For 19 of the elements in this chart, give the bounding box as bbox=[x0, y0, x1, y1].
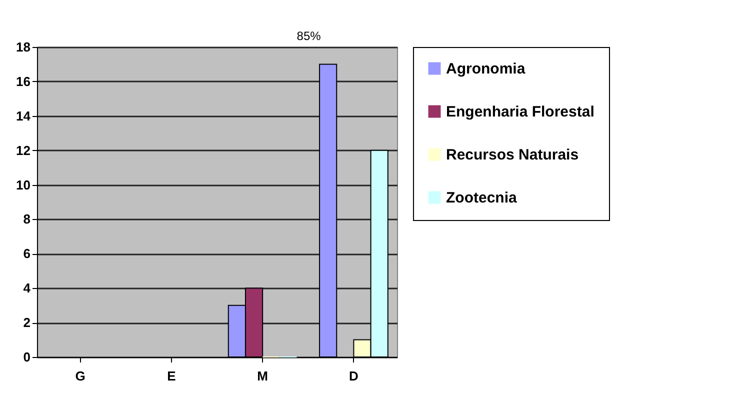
x-tick-label: G bbox=[75, 368, 86, 384]
x-tick-label: M bbox=[257, 368, 268, 384]
y-tick-label: 0 bbox=[23, 350, 30, 364]
legend-label: Zootecnia bbox=[446, 190, 518, 206]
legend-label: Agronomia bbox=[446, 60, 526, 78]
y-tick-label: 6 bbox=[23, 246, 30, 262]
y-tick-label: 12 bbox=[16, 142, 30, 158]
x-tick-label: E bbox=[167, 368, 176, 384]
y-tick-label: 2 bbox=[23, 315, 30, 330]
y-tick-label: 14 bbox=[16, 108, 32, 124]
y-tick-label: 8 bbox=[23, 212, 30, 227]
y-tick-label: 4 bbox=[23, 280, 32, 296]
y-tick-label: 16 bbox=[16, 74, 30, 89]
x-tick-label: D bbox=[349, 368, 358, 384]
text: 85% bbox=[296, 29, 322, 43]
y-tick-label: 18 bbox=[16, 40, 30, 54]
legend-label: Engenharia Florestal bbox=[446, 104, 594, 120]
y-tick-label: 10 bbox=[16, 177, 30, 192]
legend-label: Recursos Naturais bbox=[446, 146, 579, 164]
